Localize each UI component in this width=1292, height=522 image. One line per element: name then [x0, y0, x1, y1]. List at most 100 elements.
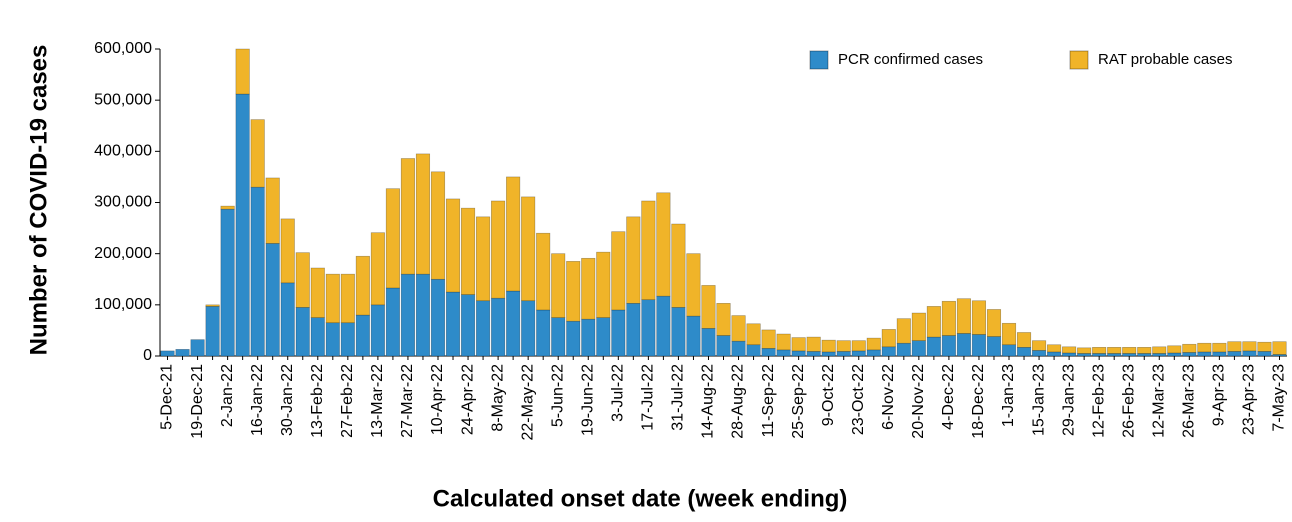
x-tick-label: 11-Sep-22 — [760, 364, 777, 438]
bar-segment — [1227, 351, 1242, 357]
bar-segment — [1001, 344, 1017, 357]
bar-segment — [175, 349, 190, 357]
bar-segment — [746, 344, 761, 357]
bar-segment — [521, 300, 536, 357]
bar-segment — [1242, 341, 1257, 352]
y-tick-label: 100,000 — [94, 296, 152, 313]
bar-segment — [971, 300, 987, 335]
bar-segment — [1077, 353, 1092, 357]
x-tick-label: 31-Jul-22 — [670, 364, 687, 431]
bar-segment — [701, 285, 716, 329]
bar-segment — [941, 335, 956, 357]
x-tick-label: 7-May-23 — [1271, 364, 1288, 432]
bar-segment — [761, 348, 776, 357]
bar-segment — [1167, 345, 1182, 354]
bar-segment — [596, 317, 611, 357]
y-tick-label: 0 — [143, 347, 152, 364]
x-tick-label: 16-Jan-22 — [249, 364, 266, 436]
bar-segment — [1092, 353, 1107, 357]
bar-segment — [430, 278, 446, 357]
x-tick-label: 14-Aug-22 — [700, 364, 717, 439]
legend-swatch — [1069, 50, 1089, 70]
bar-segment — [460, 207, 476, 295]
bar-segment — [1031, 350, 1047, 357]
bar-segment — [280, 218, 295, 284]
bar-segment — [551, 253, 566, 318]
bar-segment — [400, 273, 416, 357]
bar-segment — [265, 243, 280, 357]
x-tick-label: 1-Jan-23 — [1000, 364, 1017, 427]
x-tick-label: 6-Nov-22 — [880, 364, 897, 430]
bar-segment — [1047, 351, 1062, 357]
bar-segment — [686, 315, 701, 357]
bar-segment — [731, 315, 746, 342]
bar-segment — [1257, 341, 1272, 352]
x-tick-label: 12-Feb-23 — [1090, 364, 1107, 438]
legend-label: RAT probable cases — [1098, 51, 1233, 68]
bar-segment — [491, 200, 506, 299]
bar-segment — [536, 309, 551, 357]
x-tick-label: 5-Dec-21 — [159, 364, 176, 430]
x-tick-label: 29-Jan-23 — [1060, 364, 1077, 436]
bar-segment — [716, 302, 731, 336]
bar-segment — [460, 294, 476, 357]
bar-segment — [656, 295, 671, 357]
bar-segment — [415, 273, 431, 357]
y-axis-title: Number of COVID-19 cases — [25, 45, 52, 356]
bar-segment — [971, 334, 987, 357]
bar-segment — [986, 336, 1002, 357]
x-tick-label: 23-Apr-23 — [1241, 364, 1258, 435]
bar-segment — [205, 306, 220, 357]
bar-segment — [340, 273, 355, 324]
bar-segment — [746, 323, 761, 346]
y-tick-label: 500,000 — [94, 91, 152, 108]
bar-segment — [716, 335, 731, 357]
bar-segment — [566, 320, 581, 357]
x-tick-label: 25-Sep-22 — [790, 364, 807, 439]
bar-segment — [986, 309, 1002, 337]
bar-segment — [190, 339, 205, 357]
bar-segment — [1047, 344, 1062, 353]
bar-segment — [340, 322, 355, 357]
bar-segment — [476, 216, 491, 302]
bar-segment — [506, 176, 521, 292]
bar-segment — [536, 232, 551, 311]
y-tick-label: 300,000 — [94, 194, 152, 211]
bar-segment — [956, 298, 971, 334]
bar-segment — [881, 329, 896, 348]
bar-segment — [310, 317, 325, 357]
bar-segment — [1152, 353, 1167, 357]
x-tick-label: 8-May-22 — [489, 364, 506, 432]
y-tick-label: 600,000 — [94, 40, 152, 57]
bar-segment — [250, 119, 265, 188]
bar-segment — [1107, 353, 1122, 357]
bar-segment — [506, 290, 521, 357]
bar-segment — [806, 351, 821, 357]
bar-segment — [220, 205, 235, 210]
bar-segment — [581, 257, 596, 320]
bar-segment — [1092, 347, 1107, 354]
bar-segment — [836, 340, 851, 352]
bar-segment — [866, 349, 881, 357]
bar-segment — [1152, 346, 1167, 354]
bar-segment — [641, 200, 656, 301]
bar-segment — [445, 198, 461, 293]
bar-segment — [941, 300, 956, 336]
bar-segment — [521, 196, 536, 302]
bar-segment — [956, 333, 971, 357]
bar-segment — [250, 186, 265, 357]
bar-segment — [355, 255, 370, 316]
bar-segment — [295, 252, 310, 308]
bar-segment — [430, 171, 446, 280]
bar-segment — [1031, 340, 1047, 351]
bar-segment — [851, 350, 866, 357]
bar-segment — [1062, 346, 1077, 354]
bar-segment — [1137, 347, 1152, 354]
bar-segment — [400, 158, 416, 275]
x-tick-label: 12-Mar-23 — [1150, 364, 1167, 438]
x-tick-label: 4-Dec-22 — [940, 364, 957, 430]
y-tick-label: 400,000 — [94, 143, 152, 160]
bar-segment — [596, 251, 611, 318]
bar-segment — [821, 339, 836, 353]
